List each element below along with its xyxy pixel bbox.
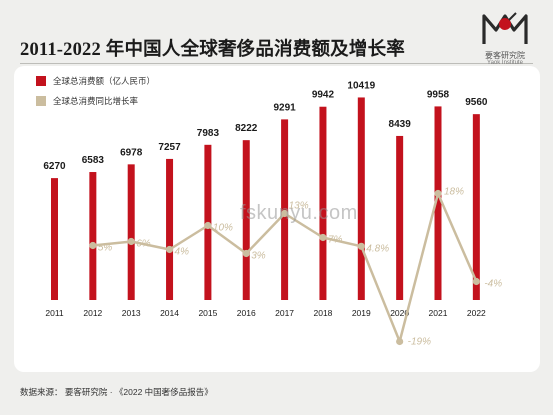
rate-point-2012	[89, 241, 97, 250]
bar-2018	[319, 106, 327, 300]
rate-label-2021: 18%	[444, 187, 464, 198]
bar-value-2016: 8222	[235, 123, 258, 134]
legend-label-line: 全球总消费同比增长率	[53, 96, 139, 106]
x-tick-2012: 2012	[83, 308, 102, 318]
logo-subtitle: Yaok Institute	[487, 60, 523, 66]
x-tick-2021: 2021	[429, 308, 448, 318]
bar-value-2019: 10419	[347, 80, 375, 91]
rate-label-2019: 4.8%	[366, 243, 389, 254]
rate-label-2020: -19%	[408, 337, 431, 348]
bar-value-2021: 9958	[427, 89, 450, 100]
bar-2022	[472, 114, 480, 300]
rate-point-2013	[127, 237, 135, 246]
rate-point-2015	[204, 221, 212, 230]
rate-point-2022	[472, 277, 480, 286]
rate-point-2014	[165, 245, 174, 254]
rate-point-2021	[434, 189, 442, 198]
bar-2020	[396, 135, 404, 300]
legend-swatch-line	[36, 96, 46, 106]
bar-value-2017: 9291	[273, 102, 296, 113]
rate-point-2019	[357, 242, 365, 250]
bar-2012	[89, 172, 97, 300]
x-tick-2014: 2014	[160, 308, 179, 318]
yaok-logo: 要客研究院 Yaok Institute	[470, 8, 540, 68]
rate-label-2018: 7%	[328, 235, 343, 246]
x-tick-2017: 2017	[275, 308, 294, 318]
rate-label-2014: 4%	[175, 247, 190, 258]
x-tick-2022: 2022	[467, 308, 486, 318]
x-tick-2020: 2020	[390, 308, 409, 318]
bar-2017	[281, 119, 289, 300]
rate-point-2017	[281, 209, 289, 218]
rate-label-2015: 10%	[213, 223, 233, 234]
chart-card: 全球总消费额（亿人民币） 全球总消费同比增长率 6270 2011 6583 2012…	[14, 66, 540, 372]
title-divider	[20, 63, 533, 64]
rate-label-2012: 5%	[98, 243, 113, 254]
rate-point-2016	[242, 249, 250, 258]
bar-2016	[242, 140, 250, 300]
bar-2019	[357, 97, 365, 300]
x-tick-2016: 2016	[237, 308, 256, 318]
bar-value-2020: 8439	[389, 119, 412, 130]
watermark: fskunyu.com	[240, 202, 358, 224]
yaok-logo-icon	[482, 12, 528, 44]
rate-label-2016: 3%	[251, 251, 266, 262]
x-tick-2011: 2011	[45, 308, 64, 318]
x-tick-2015: 2015	[198, 308, 217, 318]
chart-title: 2011-2022 年中国人全球奢侈品消费额及增长率	[20, 40, 405, 60]
rate-label-2013: 6%	[136, 239, 151, 250]
logo-name: 要客研究院	[485, 51, 525, 60]
bar-line-chart: 6270 2011 6583 2012 6978 2013 7257 2014 7983 2015…	[43, 80, 502, 348]
bar-2021	[434, 106, 442, 301]
bar-2014	[166, 158, 174, 300]
bar-value-2012: 6583	[82, 155, 105, 166]
x-tick-2013: 2013	[122, 308, 141, 318]
legend-label-bar: 全球总消费额（亿人民币）	[53, 76, 156, 86]
rate-label-2017: 13%	[289, 201, 309, 212]
bar-value-2015: 7983	[197, 128, 220, 139]
legend-swatch-bar	[36, 76, 46, 86]
bar-2013	[127, 164, 135, 300]
rate-label-2022: -4%	[484, 279, 502, 290]
x-tick-2019: 2019	[352, 308, 371, 318]
bar-value-2014: 7257	[158, 142, 181, 153]
bar-value-2018: 9942	[312, 90, 335, 101]
rate-point-2020	[396, 337, 404, 346]
rate-point-2018	[319, 233, 327, 242]
bar-value-2022: 9560	[465, 97, 488, 108]
bar-value-2013: 6978	[120, 147, 143, 158]
x-tick-2018: 2018	[313, 308, 332, 318]
source-footer: 数据来源： 要客研究院 · 《2022 中国奢侈品报告》	[20, 387, 213, 397]
bar-2011	[51, 178, 58, 300]
bar-value-2011: 6270	[43, 161, 66, 172]
